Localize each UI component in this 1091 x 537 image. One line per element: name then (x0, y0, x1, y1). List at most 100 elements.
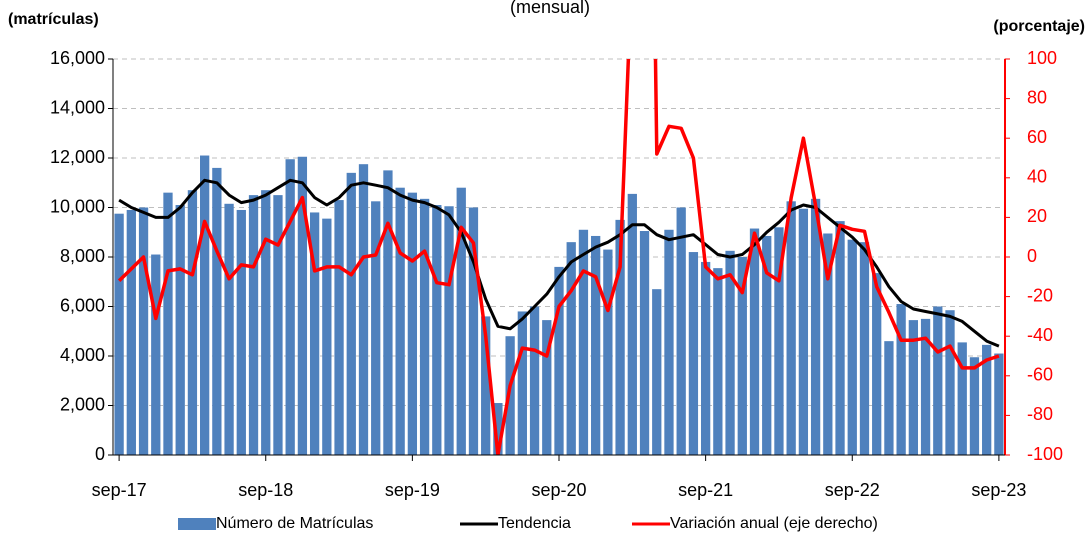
bar (920, 318, 931, 455)
bar (358, 164, 369, 455)
bar (200, 155, 210, 455)
bar (994, 353, 1004, 455)
bar (664, 229, 674, 455)
bar (700, 261, 711, 455)
bar (407, 192, 418, 455)
y-tick-label: 4,000 (60, 345, 105, 365)
bar (138, 207, 149, 455)
bar (786, 201, 796, 455)
bar (969, 357, 980, 455)
y2-tick-label: 100 (1027, 48, 1057, 68)
y-tick-label: 16,000 (50, 48, 105, 68)
bar (346, 172, 356, 455)
bar (737, 257, 747, 455)
bar (676, 207, 686, 455)
legend-swatch (178, 518, 216, 530)
bar (542, 320, 552, 455)
bar (688, 252, 699, 455)
bar (432, 205, 442, 455)
bar (383, 170, 393, 455)
bar (884, 341, 894, 455)
bar (151, 254, 161, 455)
bar (187, 190, 198, 455)
x-tick-label: sep-23 (971, 480, 1026, 500)
bar (896, 304, 906, 455)
y2-tick-label: -60 (1027, 365, 1053, 385)
bar (126, 209, 136, 455)
bar (212, 167, 222, 455)
line (118, 178, 1000, 348)
bar (163, 192, 173, 455)
bar (762, 235, 772, 455)
bar (847, 239, 857, 455)
legend-label: Tendencia (498, 515, 571, 532)
bar (517, 311, 527, 455)
bar (725, 250, 735, 455)
y2-tick-label: -20 (1027, 285, 1053, 305)
bar (175, 205, 185, 455)
bar (224, 203, 234, 455)
bar (578, 229, 589, 455)
y2-tick-label: 20 (1027, 206, 1047, 226)
bar (798, 208, 809, 455)
line (117, 59, 1000, 455)
bar (322, 218, 332, 455)
bar (639, 231, 650, 455)
bar (395, 187, 405, 455)
y-tick-label: 10,000 (50, 196, 105, 216)
bar (835, 221, 845, 455)
legend-label: Número de Matrículas (216, 515, 373, 532)
y2-tick-label: -80 (1027, 404, 1053, 424)
bar (334, 200, 344, 455)
y-tick-label: 2,000 (60, 394, 105, 414)
bar (309, 212, 320, 455)
bar (529, 306, 540, 455)
y2-tick-label: -40 (1027, 325, 1053, 345)
bar (456, 187, 466, 455)
y-tick-label: 8,000 (60, 246, 105, 266)
bar (591, 235, 601, 455)
bar (872, 273, 882, 455)
legend-label: Variación anual (eje derecho) (670, 515, 878, 532)
y2-axis-label: (porcentaje) (993, 18, 1085, 35)
y2-tick-label: 0 (1027, 246, 1037, 266)
y2-tick-label: 40 (1027, 167, 1047, 187)
bar (481, 316, 491, 455)
bar (468, 207, 479, 455)
y2-tick-label: -100 (1027, 444, 1063, 464)
x-tick-label: sep-17 (92, 480, 147, 500)
x-tick-label: sep-20 (531, 480, 586, 500)
x-tick-label: sep-19 (385, 480, 440, 500)
bar (248, 195, 259, 455)
y-tick-label: 0 (95, 444, 105, 464)
bar (810, 198, 821, 455)
y2-tick-label: 60 (1027, 127, 1047, 147)
bar (566, 242, 576, 455)
y-tick-label: 12,000 (50, 147, 105, 167)
bar (419, 198, 430, 455)
bar (933, 306, 943, 455)
bar (554, 266, 564, 455)
y-tick-label: 14,000 (50, 97, 105, 117)
x-tick-label: sep-18 (238, 480, 293, 500)
bar (114, 213, 124, 455)
bar (285, 159, 295, 455)
x-tick-label: sep-21 (678, 480, 733, 500)
x-tick-label: sep-22 (825, 480, 880, 500)
y-axis-label: (matrículas) (8, 11, 99, 28)
bar (945, 310, 955, 455)
bar (908, 320, 918, 455)
y-tick-label: 6,000 (60, 295, 105, 315)
bar (982, 344, 992, 455)
chart-title: (mensual) (510, 0, 590, 17)
bar (713, 268, 723, 455)
bar (236, 209, 246, 455)
bar (493, 403, 503, 455)
bar (774, 227, 784, 455)
bar (627, 193, 637, 455)
bar (652, 289, 662, 455)
bar (371, 201, 381, 455)
bar (859, 242, 870, 455)
bar (261, 190, 271, 455)
